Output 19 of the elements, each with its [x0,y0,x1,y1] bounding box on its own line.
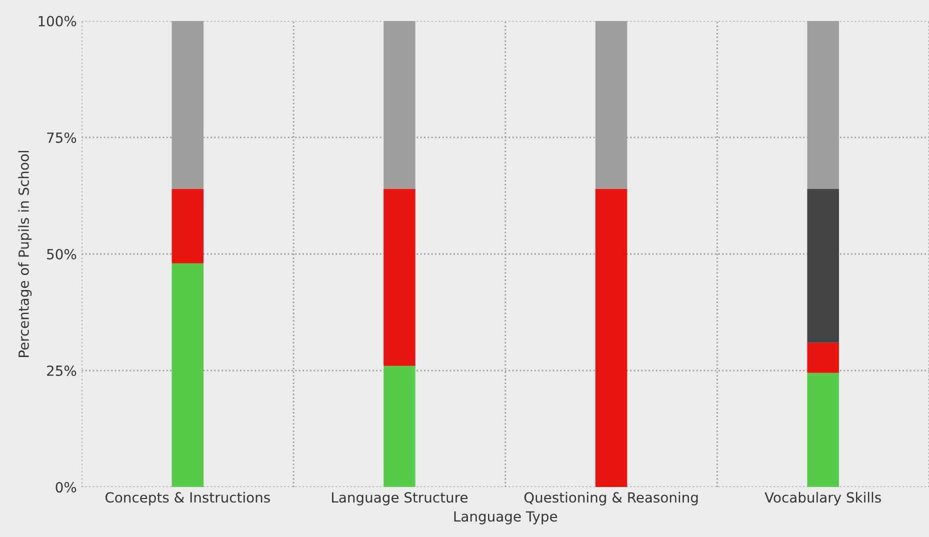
bar [807,342,839,373]
bar [384,188,416,366]
bar [384,366,416,488]
y-tick-label: 75% [47,132,76,143]
y-tick-label: 0% [56,482,76,493]
x-tick-label: Concepts & Instructions [105,492,270,506]
y-tick-label: 25% [47,366,76,376]
y-axis-title: Percentage of Pupils in School [18,150,32,357]
y-tick-label: 100% [38,16,76,26]
bar [807,372,839,488]
x-tick-label: Vocabulary Skills [764,492,881,506]
bar [595,188,628,488]
x-axis-title: Language Type [454,511,558,524]
bar [807,188,839,343]
bar [172,263,204,488]
y-tick-label: 50% [47,248,76,260]
x-tick-label: Language Structure [332,492,468,506]
x-tick-label: Questioning & Reasoning [524,492,698,506]
bar [172,188,204,264]
